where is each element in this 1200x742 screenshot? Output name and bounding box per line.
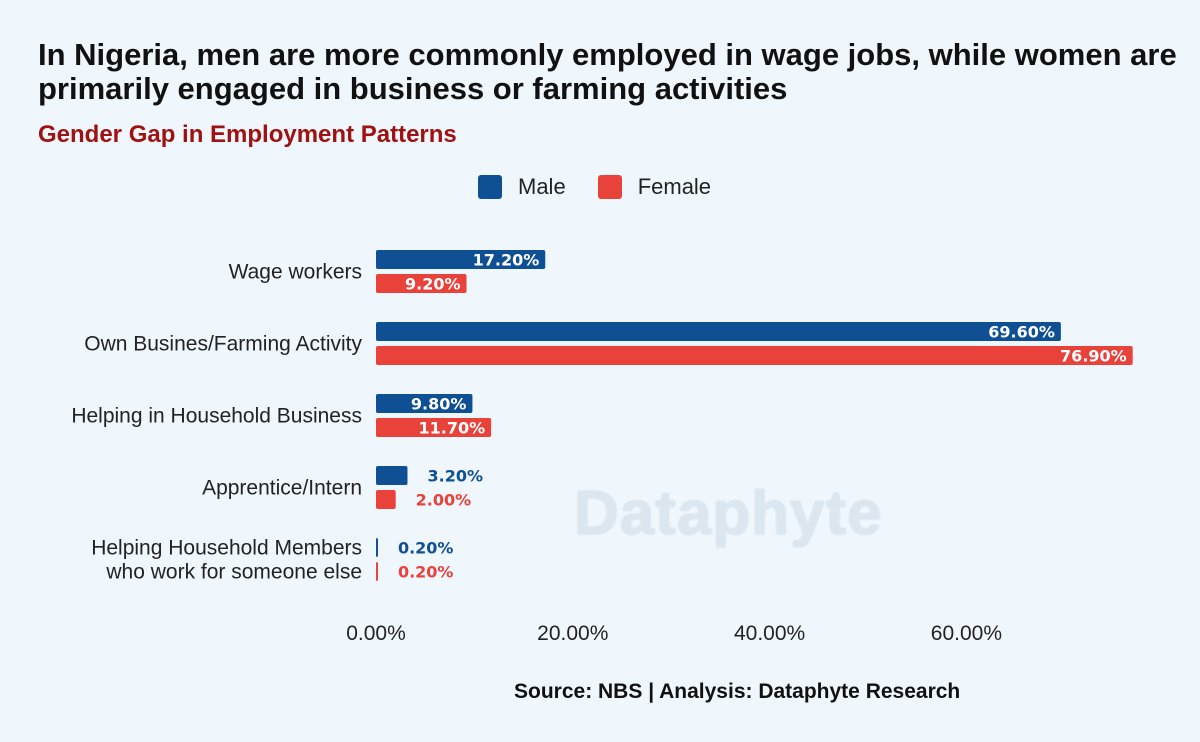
data-label-male: 0.20% — [398, 539, 454, 558]
data-label-female: 0.20% — [398, 563, 454, 582]
data-label-female: 2.00% — [416, 491, 472, 510]
data-label-female: 9.20% — [405, 275, 461, 294]
category-label: Helping in Household Business — [71, 405, 362, 428]
category-label: Apprentice/Intern — [202, 477, 362, 500]
bar-male — [376, 538, 378, 557]
legend-item-male: Male — [478, 174, 566, 200]
x-tick-label: 0.00% — [346, 622, 406, 645]
bar-female — [376, 274, 467, 293]
x-tick-label: 20.00% — [537, 622, 608, 645]
data-label-female: 76.90% — [1060, 347, 1127, 366]
bar-female — [376, 562, 378, 581]
bar-female — [376, 346, 1133, 365]
data-label-male: 3.20% — [427, 467, 483, 486]
legend: Male Female — [478, 174, 743, 200]
watermark-logo: Dataphyte — [574, 479, 883, 548]
data-label-male: 69.60% — [988, 323, 1055, 342]
x-tick-label: 60.00% — [931, 622, 1002, 645]
source-note: Source: NBS | Analysis: Dataphyte Resear… — [514, 680, 961, 703]
legend-swatch-female — [597, 175, 622, 199]
data-label-female: 11.70% — [418, 419, 485, 438]
chart-title: In Nigeria, men are more commonly employ… — [38, 37, 1177, 106]
category-label: Own Busines/Farming Activity — [84, 333, 362, 356]
bar-male — [376, 250, 546, 269]
bar-male — [376, 322, 1061, 341]
bar-female — [376, 418, 492, 437]
x-tick-label: 40.00% — [734, 622, 805, 645]
bar-female — [376, 490, 396, 509]
category-label: Helping Household Members who work for so… — [91, 537, 362, 584]
legend-swatch-male — [478, 175, 502, 199]
bar-male — [376, 394, 473, 413]
data-label-male: 9.80% — [411, 395, 467, 414]
data-label-male: 17.20% — [473, 251, 540, 270]
category-label: Wage workers — [229, 261, 362, 284]
chart-subtitle: Gender Gap in Employment Patterns — [38, 121, 457, 148]
legend-label-female: Female — [637, 174, 712, 199]
legend-label-male: Male — [518, 174, 566, 199]
bar-male — [376, 466, 408, 485]
legend-item-female: Female — [597, 174, 712, 200]
